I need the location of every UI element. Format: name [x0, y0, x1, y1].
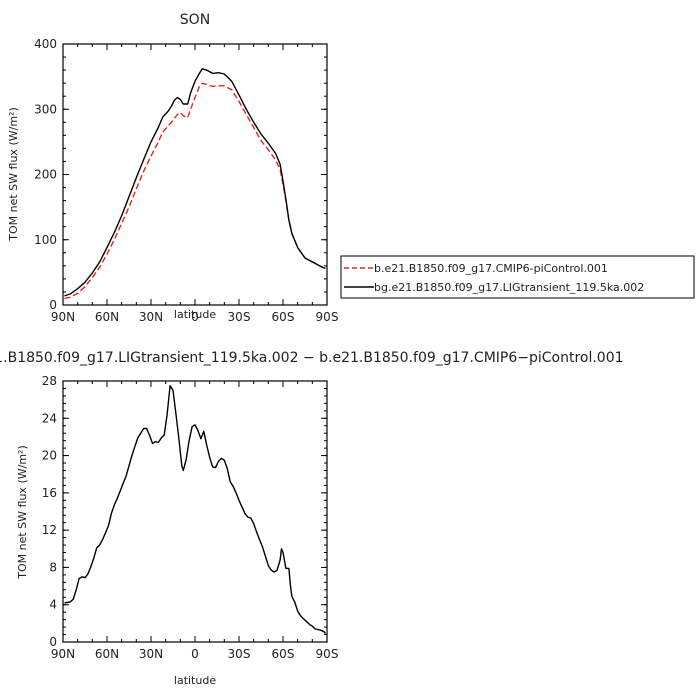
- bottom-y-tick-label: 20: [42, 449, 57, 463]
- top-x-tick-label: 30S: [228, 310, 251, 324]
- legend: b.e21.B1850.f09_g17.CMIP6-piControl.001 …: [340, 255, 695, 299]
- bottom-y-tick-label: 0: [49, 635, 57, 649]
- top-y-axis-label: TOM net SW flux (W/m²): [7, 107, 20, 241]
- bottom-x-tick-label: 60N: [95, 647, 119, 661]
- top-x-tick-label: 30N: [139, 310, 163, 324]
- top-x-tick-label: 90S: [316, 310, 339, 324]
- bottom-panel: bg.e21.B1850.f09_g17.LIGtransient_119.5k…: [0, 350, 624, 687]
- bottom-y-axis-label: TOM net SW flux (W/m²): [16, 445, 29, 579]
- top-series-line-1: [64, 68, 326, 297]
- legend-label-lig: bg.e21.B1850.f09_g17.LIGtransient_119.5k…: [374, 281, 644, 294]
- top-y-tick-label: 0: [49, 298, 57, 312]
- bottom-series-line-0: [64, 385, 327, 635]
- top-y-tick-label: 300: [34, 102, 57, 116]
- top-y-tick-label: 200: [34, 168, 57, 182]
- top-series-line-0: [64, 82, 326, 300]
- top-y-tick-label: 400: [34, 37, 57, 51]
- bottom-x-axis-label: latitude: [174, 674, 216, 687]
- bottom-y-tick-label: 24: [42, 411, 57, 425]
- top-y-tick-label: 100: [34, 233, 57, 247]
- bottom-y-tick-label: 12: [42, 523, 57, 537]
- bottom-y-tick-label: 28: [42, 374, 57, 388]
- top-panel: SON 90N 60N 30N 0 30S 60S 90S 0 100 200 300 400 lat…: [7, 12, 695, 324]
- bottom-x-tick-label: 60S: [272, 647, 295, 661]
- bottom-y-tick-label: 8: [49, 560, 57, 574]
- bottom-x-tick-label: 30N: [139, 647, 163, 661]
- bottom-series: [64, 385, 327, 635]
- bottom-x-tick-label: 90N: [51, 647, 75, 661]
- top-axes: 90N 60N 30N 0 30S 60S 90S 0 100 200 300 400: [34, 37, 338, 324]
- top-x-axis-label: latitude: [174, 308, 216, 321]
- top-x-tick-label: 60N: [95, 310, 119, 324]
- legend-box: [340, 255, 695, 299]
- top-x-tick-label: 90N: [51, 310, 75, 324]
- bottom-y-tick-label: 4: [49, 598, 57, 612]
- bottom-chart-title: bg.e21.B1850.f09_g17.LIGtransient_119.5k…: [0, 350, 624, 366]
- legend-label-control: b.e21.B1850.f09_g17.CMIP6-piControl.001: [374, 262, 608, 275]
- top-chart-title: SON: [180, 12, 210, 28]
- top-series: [64, 68, 326, 300]
- bottom-x-tick-label: 30S: [228, 647, 251, 661]
- top-x-tick-label: 0: [191, 310, 199, 324]
- bottom-x-tick-label: 0: [191, 647, 199, 661]
- bottom-axes: 90N 60N 30N 0 30S 60S 90S 0 4 8 12 16 20 24 28: [42, 374, 339, 661]
- bottom-y-tick-label: 16: [42, 486, 57, 500]
- top-x-tick-label: 60S: [272, 310, 295, 324]
- bottom-plot-frame: [62, 380, 328, 643]
- bottom-x-tick-label: 90S: [316, 647, 339, 661]
